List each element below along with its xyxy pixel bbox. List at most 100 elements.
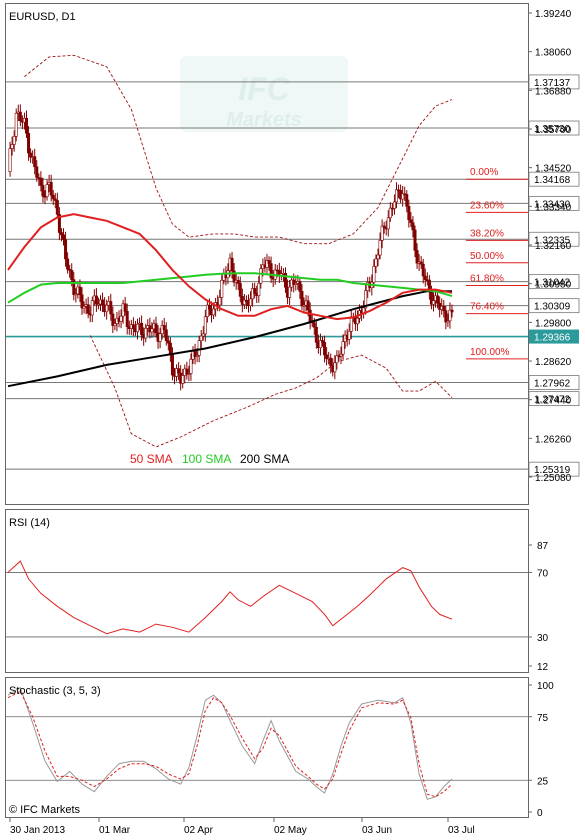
candle-body [80, 294, 84, 309]
rsi-tick-label: 12 [537, 662, 549, 673]
stoch-tick-label: 75 [537, 713, 549, 724]
rsi-tick-label: 87 [537, 541, 549, 552]
candle-body [57, 214, 61, 233]
candle-body [372, 266, 376, 283]
candle-body [413, 229, 417, 251]
candle-body [388, 207, 392, 219]
candle-body [294, 283, 298, 285]
chart-title: EURUSD, D1 [9, 11, 76, 23]
candle-body [24, 117, 28, 134]
candle-body [119, 315, 123, 322]
candle-body [72, 279, 76, 295]
stoch-tick-label: 25 [537, 776, 549, 787]
candle-body [265, 260, 269, 268]
sma50-line [7, 213, 453, 321]
current-price-label: 1.29366 [534, 333, 571, 344]
level-tag-label: 1.25319 [534, 465, 571, 476]
candle-body [249, 298, 253, 307]
candle-body [349, 316, 353, 332]
candle-body [450, 309, 454, 313]
price-tick-label: 1.33340 [535, 202, 572, 213]
level-tag-label: 1.32335 [534, 235, 571, 246]
candle-body [415, 250, 419, 264]
candle-body [55, 200, 59, 215]
candle-body [257, 282, 261, 297]
candle-body [70, 270, 74, 280]
level-tag-label: 1.37137 [534, 78, 571, 89]
price-tick-label: 1.38060 [535, 48, 572, 59]
candle-body [39, 177, 43, 186]
candle-body [94, 295, 98, 305]
candle-body [14, 112, 18, 137]
level-tag [528, 274, 580, 290]
candle-body [335, 355, 339, 364]
level-tag-label: 1.30309 [534, 302, 571, 313]
level-tag [528, 231, 580, 247]
bollinger-lower [89, 335, 453, 448]
candle-body [436, 295, 440, 304]
stoch-signal-line [7, 690, 453, 798]
candle-body [12, 136, 16, 145]
rsi-tick-label: 30 [537, 633, 549, 644]
candle-body [446, 320, 450, 323]
time-tick-label: 30 Jan 2013 [10, 825, 65, 836]
candle-body [195, 355, 199, 357]
candle-body [123, 303, 127, 312]
candle-body [378, 240, 382, 256]
horizontal-levels: 1.37137 1.35730 1.34168 1.33430 1.32335 1.310… [6, 74, 580, 477]
level-tag-label: 1.31042 [534, 278, 571, 289]
candle-body [10, 144, 14, 149]
candle-body [140, 322, 144, 335]
candle-body [181, 375, 185, 384]
candle-body [386, 217, 390, 230]
candle-body [41, 185, 45, 197]
level-tag [528, 298, 580, 314]
time-axis: 30 Jan 2013 01 Mar 02 Apr 02 May 03 Jun 03 Ju… [9, 818, 475, 836]
stoch-main-line [7, 686, 453, 800]
candle-body [323, 342, 327, 356]
rsi-line [7, 560, 453, 635]
candle-body [318, 340, 322, 349]
candle-body [380, 225, 384, 241]
candle-body [300, 290, 304, 307]
time-tick-label: 01 Mar [99, 825, 131, 836]
candle-body [339, 353, 343, 357]
candle-body [442, 305, 446, 311]
candle-body [421, 263, 425, 277]
candle-body [162, 325, 166, 331]
candle-body [201, 333, 205, 337]
level-tag [528, 195, 580, 211]
candle-body [82, 306, 86, 309]
level-tag-label: 1.27472 [534, 395, 571, 406]
bollinger-upper [24, 54, 453, 245]
candle-body [27, 133, 31, 154]
candle-body [288, 286, 292, 298]
candle-body [64, 239, 68, 260]
fib-label: 38.20% [470, 228, 504, 239]
candle-body [448, 309, 452, 322]
fib-label: 0.00% [470, 167, 498, 178]
candle-body [49, 181, 53, 196]
level-tag-label: 1.33430 [534, 199, 571, 210]
candle-body [197, 340, 201, 356]
fib-label: 76.40% [470, 302, 504, 313]
candle-body [136, 323, 140, 333]
price-tick-label: 1.28620 [535, 357, 572, 368]
candle-body [308, 309, 312, 322]
candle-body [232, 270, 236, 283]
candle-body [423, 275, 427, 281]
candle-body [259, 268, 263, 284]
candle-body [105, 304, 109, 313]
candle-body [325, 354, 329, 359]
candle-body [238, 283, 242, 297]
candle-body [283, 273, 287, 288]
candle-body [59, 232, 63, 236]
candle-body [407, 206, 411, 221]
rsi-pane [5, 509, 529, 673]
candle-body [220, 279, 224, 298]
rsi-indicator: 87 70 30 12 [6, 541, 549, 673]
candle-body [409, 219, 413, 223]
candle-body [242, 299, 246, 305]
